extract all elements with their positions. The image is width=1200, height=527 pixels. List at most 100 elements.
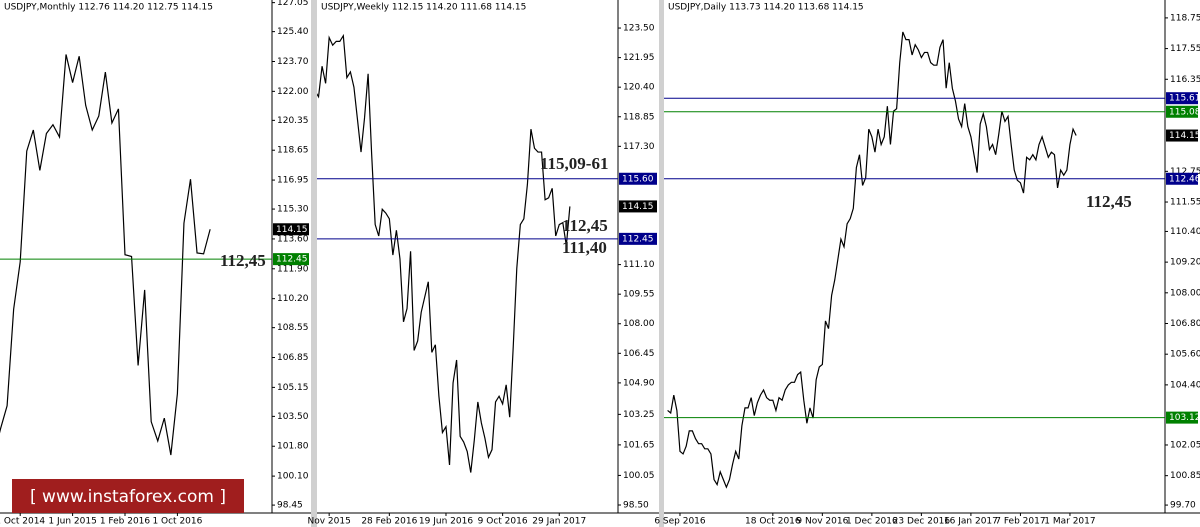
panel-title: USDJPY,Weekly 112.15 114.20 111.68 114.1… [321,3,526,13]
y-tick-label: 109.55 [623,290,655,300]
annotation: 111,40 [562,238,607,257]
annotation: 115,09-61 [540,154,608,173]
y-tick-label: 98.50 [623,500,649,510]
level-label: 103.12 [1169,413,1200,423]
level-box [1166,172,1198,185]
x-tick-label: 9 Oct 2016 [478,517,528,527]
y-tick-label: 123.50 [623,24,655,34]
price-box [273,223,309,236]
y-tick-label: 111.10 [623,260,655,270]
y-tick-label: 101.65 [623,440,655,450]
y-tick-label: 108.55 [277,323,309,333]
price-line [317,33,571,473]
y-tick-label: 105.15 [277,383,309,393]
y-tick-label: 106.85 [277,353,309,363]
panel-title: USDJPY,Daily 113.73 114.20 113.68 114.15 [668,3,864,13]
y-tick-label: 111.55 [1170,198,1200,208]
price-label: 114.15 [1169,131,1200,141]
x-tick-label: 1 Mar 2017 [1044,517,1095,527]
y-tick-label: 115.30 [277,205,309,215]
y-tick-label: 120.35 [277,116,309,126]
y-tick-label: 100.05 [623,471,655,481]
y-tick-label: 111.90 [277,264,309,274]
y-tick-label: 123.70 [277,57,309,67]
x-tick-label: 28 Feb 2016 [361,517,417,527]
x-tick-label: 1 Oct 2016 [152,517,202,527]
y-tick-label: 118.75 [1170,13,1200,23]
x-tick-label: 23 Dec 2016 [893,517,951,527]
annotation: 112,45 [220,251,266,270]
y-tick-label: 99.70 [1170,501,1196,511]
price-line [667,31,1077,489]
x-tick-label: 29 Jan 2017 [532,517,586,527]
x-tick-label: 1 Jun 2015 [48,517,96,527]
level-label: 112.45 [622,234,654,244]
level-label: 112.46 [1169,174,1200,184]
price-box [619,200,657,213]
level-box [619,232,657,245]
y-tick-label: 116.35 [1170,75,1200,85]
y-tick-label: 117.30 [623,142,655,152]
price-box [1166,129,1198,142]
x-tick-label: 7 Feb 2017 [995,517,1045,527]
level-label: 112.45 [276,255,308,265]
y-tick-label: 103.50 [277,412,309,422]
level-label: 115.08 [1169,107,1200,117]
separator [659,0,664,527]
y-tick-label: 100.10 [277,472,309,482]
y-tick-label: 108.00 [1170,288,1200,298]
price-line [0,54,211,456]
annotation: 112,45 [562,216,608,235]
x-tick-label: 16 Jan 2017 [944,517,998,527]
y-tick-label: 100.85 [1170,471,1200,481]
y-tick-label: 105.60 [1170,350,1200,360]
level-label: 115.61 [1169,94,1200,104]
y-tick-label: 106.80 [1170,319,1200,329]
level-box [273,253,309,266]
price-label: 114.15 [276,225,308,235]
y-tick-label: 109.20 [1170,258,1200,268]
x-tick-label: 18 Oct 2016 [745,517,801,527]
x-tick-label: 1 Dec 2016 [846,517,898,527]
y-tick-label: 98.45 [277,501,303,511]
y-tick-label: 108.00 [623,319,655,329]
y-tick-label: 120.40 [623,83,655,93]
level-box [619,172,657,185]
x-tick-label: 6 Sep 2016 [654,517,706,527]
annotation: 112,45 [1086,192,1132,211]
level-label: 115.60 [622,174,654,184]
y-tick-label: 118.85 [623,112,655,122]
y-tick-label: 121.95 [623,53,655,63]
level-box [1166,411,1198,424]
y-tick-label: 101.80 [277,442,309,452]
y-tick-label: 104.40 [1170,380,1200,390]
y-tick-label: 117.55 [1170,44,1200,54]
x-tick-label: 9 Nov 2016 [796,517,848,527]
separator [311,0,317,527]
level-box [1166,92,1198,105]
y-tick-label: 127.05 [277,0,309,8]
price-label: 114.15 [622,202,654,212]
x-tick-label: Nov 2015 [307,517,350,527]
y-tick-label: 112.75 [1170,167,1200,177]
y-tick-label: 118.65 [277,146,309,156]
y-tick-label: 106.45 [623,349,655,359]
y-tick-label: 125.40 [277,27,309,37]
y-tick-label: 113.60 [277,234,309,244]
watermark: [ www.instaforex.com ] [30,487,226,507]
x-tick-label: 1 Feb 2016 [100,517,151,527]
x-tick-label: 1 Oct 2014 [0,517,45,527]
panel-title: USDJPY,Monthly 112.76 114.20 112.75 114.… [4,3,213,13]
y-tick-label: 103.25 [623,410,655,420]
y-tick-label: 104.90 [623,378,655,388]
y-tick-label: 110.20 [277,294,309,304]
level-box [1166,105,1198,118]
y-tick-label: 122.00 [277,87,309,97]
y-tick-label: 102.05 [1170,440,1200,450]
y-tick-label: 110.40 [1170,227,1200,237]
watermark-box [12,479,244,513]
y-tick-label: 116.95 [277,176,309,186]
x-tick-label: 19 Jun 2016 [419,517,473,527]
